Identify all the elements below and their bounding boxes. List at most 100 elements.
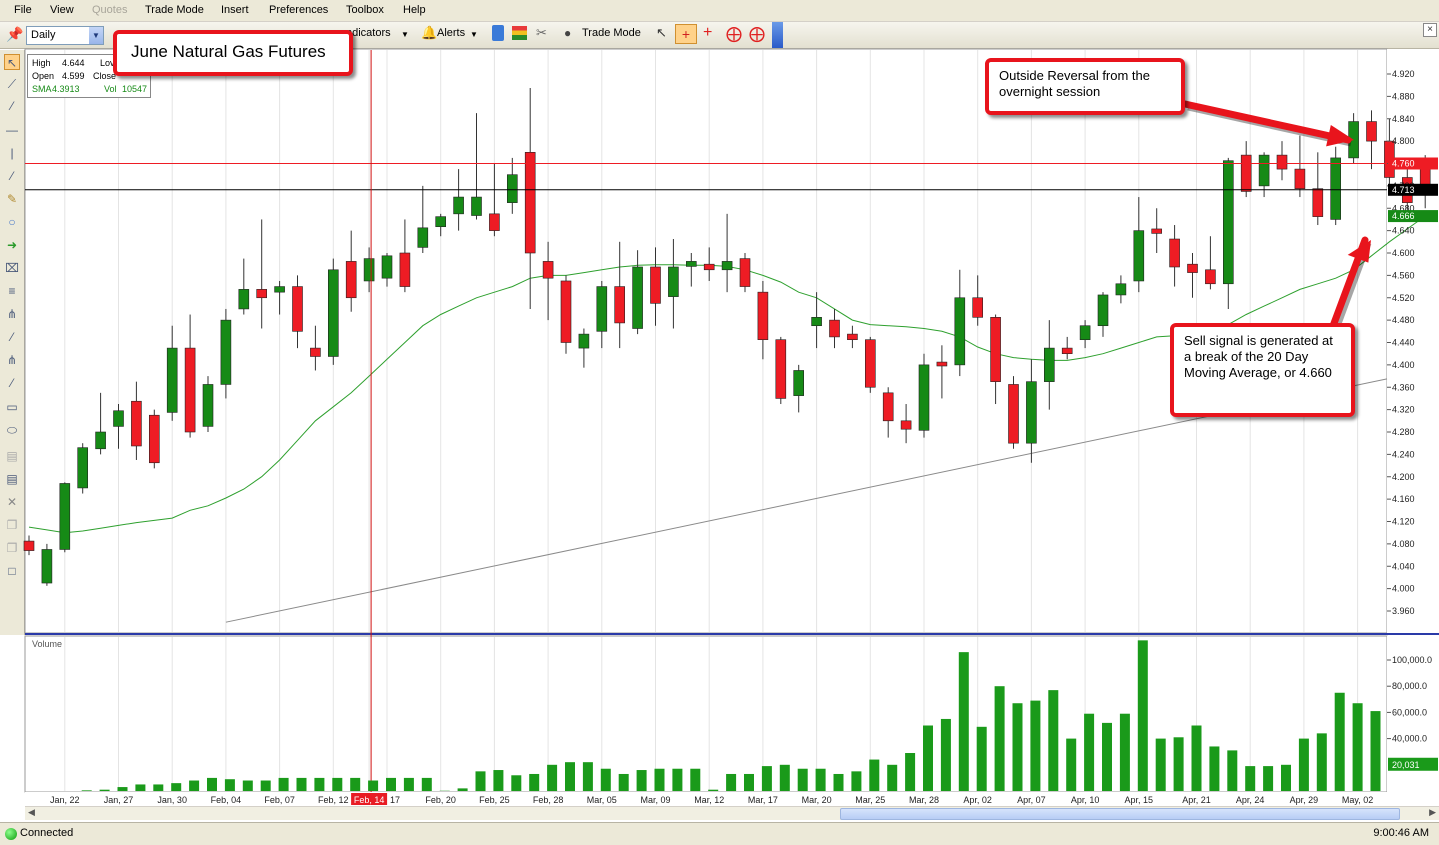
reversal-callout: Outside Reversal from the overnight sess…	[985, 58, 1185, 115]
scroll-right-icon[interactable]: ▶	[1429, 807, 1436, 817]
select-tool-icon[interactable]: ↖	[4, 54, 20, 70]
trade-mode-icon[interactable]: ●	[564, 26, 572, 40]
price-tick-label: 4.840	[1392, 114, 1415, 124]
low-label: Lov	[100, 58, 115, 68]
note-icon[interactable]: ✎	[6, 192, 18, 206]
indicators-button[interactable]: ndicators	[346, 27, 391, 39]
trade-mode-button[interactable]: Trade Mode	[582, 27, 641, 39]
volume-bar	[654, 768, 665, 791]
chevron-down-icon[interactable]: ▼	[470, 30, 478, 39]
volume-bar	[350, 777, 361, 791]
menu-preferences[interactable]: Preferences	[269, 4, 329, 16]
alerts-button[interactable]: Alerts	[437, 27, 466, 39]
channel-tool-icon[interactable]: ⁄	[10, 99, 13, 113]
toolbar-grip[interactable]	[772, 22, 783, 48]
horizontal-scrollbar[interactable]: ◀ ▶	[25, 806, 1439, 820]
bell-icon[interactable]: 🔔	[421, 25, 438, 40]
scroll-thumb[interactable]	[840, 808, 1400, 820]
volume-tick-label: 80,000.0	[1392, 681, 1427, 691]
candle-body	[614, 286, 626, 324]
candle-body	[1044, 347, 1055, 382]
rectangle-icon[interactable]: ▭	[6, 400, 18, 414]
menu-view[interactable]: View	[50, 4, 74, 16]
crosshair-active-icon[interactable]: +	[675, 24, 697, 44]
copy-icon[interactable]: ❐	[6, 518, 18, 532]
candle-body	[453, 196, 464, 215]
candle-body	[417, 227, 429, 248]
regression-icon[interactable]: ⁄	[10, 330, 13, 344]
volume-bar	[1137, 640, 1148, 791]
scissors-icon[interactable]: ✂	[536, 25, 547, 40]
ellipse-icon[interactable]: ⬭	[6, 423, 18, 437]
menu-toolbox[interactable]: Toolbox	[346, 4, 384, 16]
parallel-line-icon[interactable]: ⁄	[10, 169, 13, 183]
menu-quotes[interactable]: Quotes	[92, 4, 128, 16]
close-icon[interactable]: ×	[1423, 23, 1437, 37]
properties-icon[interactable]: ▤	[6, 449, 18, 463]
candle-body	[1026, 381, 1037, 444]
price-tick-label: 4.200	[1392, 472, 1415, 482]
crosshair-icon[interactable]: +	[703, 24, 713, 41]
date-label: Apr, 02	[963, 795, 992, 805]
candle-body	[542, 261, 554, 279]
menu-help[interactable]: Help	[403, 4, 426, 16]
crosshair-move-icon[interactable]: ⨁	[749, 26, 765, 43]
menu-trade-mode[interactable]: Trade Mode	[145, 4, 204, 16]
line-tool-icon[interactable]: ⟋	[7, 77, 17, 91]
chevron-down-icon[interactable]: ▼	[401, 30, 409, 39]
arrow-icon[interactable]: ➜	[6, 238, 18, 252]
candle-body	[1348, 121, 1359, 159]
scroll-left-icon[interactable]: ◀	[28, 807, 35, 817]
volume-bar	[994, 686, 1005, 791]
candle-body	[560, 280, 572, 343]
pin-icon[interactable]: 📌	[6, 26, 24, 42]
candle-body	[381, 255, 393, 279]
candle-body	[900, 420, 912, 430]
candle-body	[399, 252, 411, 287]
callout-icon[interactable]: ○	[8, 215, 16, 229]
volume-bar	[403, 777, 414, 791]
price-label-box	[1388, 157, 1438, 170]
volume-bar	[421, 777, 432, 791]
reference-lines	[25, 163, 1387, 191]
arc-icon[interactable]: ⌧	[5, 261, 19, 275]
vertical-line-icon[interactable]: |	[10, 146, 14, 160]
volume-bar	[493, 770, 504, 791]
crosshair-dot-icon[interactable]: ⨁	[726, 26, 742, 43]
gann-fan-icon[interactable]: ⋔	[6, 353, 18, 367]
paste-icon[interactable]: ❐	[6, 541, 18, 555]
candle-body	[1402, 177, 1413, 203]
price-tick-label: 4.520	[1392, 293, 1415, 303]
menu-insert[interactable]: Insert	[221, 4, 249, 16]
object-list-icon[interactable]: ▤	[6, 472, 18, 486]
candle-body	[363, 258, 375, 282]
date-label: Apr, 21	[1182, 795, 1211, 805]
candle-body	[77, 447, 88, 489]
date-label: Mar, 28	[909, 795, 939, 805]
fibonacci-icon[interactable]: ≡	[8, 284, 16, 298]
color-icon[interactable]	[512, 26, 527, 40]
interval-select[interactable]: Daily ▼	[26, 26, 104, 45]
price-label-text: 4.713	[1392, 185, 1415, 195]
candle-body	[1079, 325, 1091, 341]
volume-label-box	[1388, 757, 1438, 771]
price-label-box	[1388, 210, 1438, 223]
volume-bar	[1102, 722, 1112, 791]
candle-body	[632, 266, 643, 329]
pointer-icon[interactable]: ↖	[656, 25, 667, 40]
menu-file[interactable]: File	[14, 4, 32, 16]
candle-body	[1366, 121, 1377, 142]
candle-body	[1240, 154, 1252, 192]
delete-icon[interactable]: ✕	[6, 495, 18, 509]
phone-icon[interactable]	[492, 25, 504, 41]
chevron-down-icon[interactable]: ▼	[89, 27, 103, 44]
speed-lines-icon[interactable]: ⁄	[10, 376, 13, 390]
volume-bar	[1334, 692, 1345, 791]
snap-icon[interactable]: □	[8, 564, 16, 578]
candle-body	[1276, 154, 1288, 170]
arrow-head	[1326, 124, 1354, 147]
interval-value: Daily	[31, 29, 56, 41]
horizontal-line-icon[interactable]: —	[6, 123, 18, 137]
pitchfork-icon[interactable]: ⋔	[6, 307, 18, 321]
